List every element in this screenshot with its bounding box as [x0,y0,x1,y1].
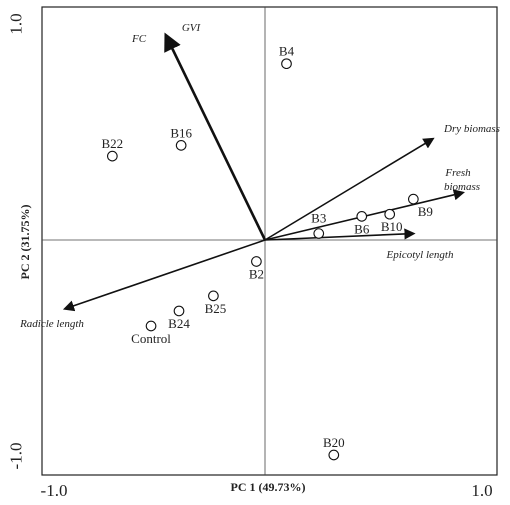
point-b24 [173,305,185,317]
vector-label-gvi: GVI [182,22,202,34]
point-b4 [281,58,292,70]
vector-label-dry-biomass: Dry biomass [443,123,500,135]
vector-arrow-dry-biomass [264,137,435,241]
point-b20 [328,449,340,461]
point-b3 [313,228,325,239]
y-axis-label: PC 2 (31.75%) [18,205,32,280]
point-b6 [356,211,368,222]
point-b16 [175,140,187,151]
point-b22 [106,150,118,162]
vector-arrow-fc [164,32,267,241]
y-tick-max: 1.0 [7,13,26,34]
y-tick-min: -1.0 [7,443,26,470]
plot-frame [41,6,498,476]
point-label-b9: B9 [418,204,433,219]
vector-label-radicle-length: Radicle length [19,318,84,330]
x-tick-max: 1.0 [471,481,492,500]
point-label-b16: B16 [170,125,192,140]
vector-label-fresh-biomass-1: Fresh [444,167,471,179]
point-label-b4: B4 [279,44,295,59]
vector-label-fc: FC [131,33,147,45]
point-label-b24: B24 [168,316,190,331]
vector-label-fresh-biomass-2: biomass [444,181,480,193]
vector-label-epicotyl-length: Epicotyl length [386,249,454,261]
point-control [145,320,157,332]
vector-arrow-radicle-length [62,239,266,312]
point-label-b2: B2 [249,267,264,282]
point-b25 [208,290,219,302]
point-label-b25: B25 [205,301,227,316]
point-label-b22: B22 [102,136,124,151]
x-tick-min: -1.0 [41,481,68,500]
point-label-b10: B10 [381,219,403,234]
point-label-b20: B20 [323,435,345,450]
x-axis-label: PC 1 (49.73%) [231,480,306,494]
point-b9 [408,193,419,205]
point-b10 [384,208,396,220]
point-label-control: Control [131,331,171,346]
point-b2 [251,256,262,267]
point-label-b6: B6 [354,221,370,236]
point-label-b3: B3 [311,211,326,226]
vector-arrow-epicotyl-length [264,228,416,241]
